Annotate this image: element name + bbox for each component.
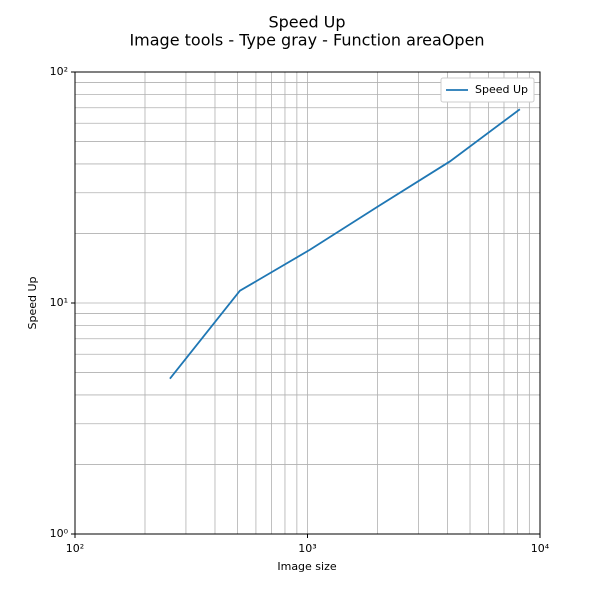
y-axis-label: Speed Up (26, 276, 39, 329)
x-tick-label: 10³ (298, 542, 316, 555)
y-tick-label: 10² (50, 65, 68, 78)
legend-box (440, 77, 535, 103)
x-axis-label: Image size (277, 560, 337, 573)
x-tick-label: 10⁴ (531, 542, 550, 555)
data-line (169, 108, 521, 380)
chart-subtitle: Image tools - Type gray - Function areaO… (129, 31, 484, 50)
y-tick-label: 10⁰ (50, 527, 69, 540)
chart-title: Speed Up (268, 13, 345, 32)
legend-label: Speed Up (475, 83, 528, 96)
x-tick-label: 10² (66, 542, 84, 555)
plot-frame (74, 71, 541, 535)
y-tick-label: 10¹ (50, 296, 68, 309)
